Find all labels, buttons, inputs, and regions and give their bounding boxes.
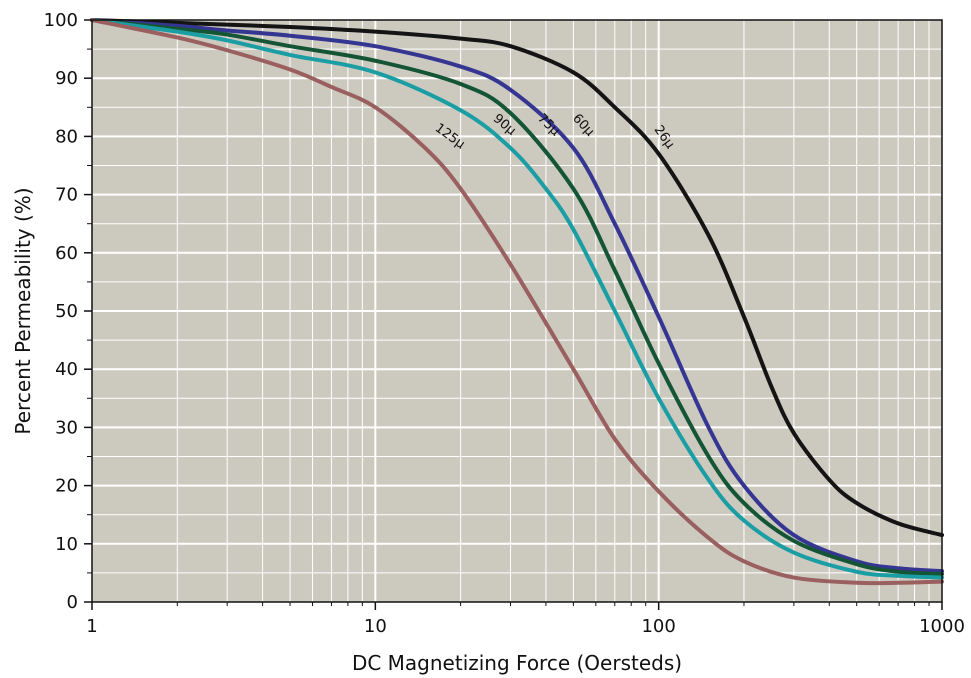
y-tick-label: 40 bbox=[55, 359, 78, 380]
y-tick-label: 80 bbox=[55, 126, 78, 147]
axis-ticks bbox=[84, 19, 943, 610]
y-axis-title: Percent Permeability (%) bbox=[11, 187, 35, 434]
series-line-90u bbox=[90, 18, 944, 580]
x-tick-label: 1000 bbox=[919, 616, 965, 637]
y-tick-label: 100 bbox=[44, 10, 78, 31]
series-line-26u bbox=[90, 18, 944, 538]
series-line-60u bbox=[90, 18, 944, 574]
y-tick-label: 90 bbox=[55, 68, 78, 89]
y-tick-label: 60 bbox=[55, 243, 78, 264]
x-axis-tick-labels: 1 10 100 1000 bbox=[86, 616, 965, 637]
y-tick-label: 10 bbox=[55, 534, 78, 555]
y-tick-label: 20 bbox=[55, 476, 78, 497]
grid-lines bbox=[92, 20, 942, 602]
x-tick-label: 100 bbox=[641, 616, 675, 637]
series-layer bbox=[90, 18, 944, 586]
y-axis-tick-labels: 0 10 20 30 40 50 60 70 80 90 100 bbox=[44, 10, 78, 613]
x-tick-label: 1 bbox=[86, 616, 97, 637]
y-tick-label: 50 bbox=[55, 301, 78, 322]
y-tick-label: 70 bbox=[55, 185, 78, 206]
y-tick-label: 0 bbox=[67, 592, 78, 613]
series-line-75u bbox=[90, 18, 944, 577]
y-tick-label: 30 bbox=[55, 417, 78, 438]
x-tick-label: 10 bbox=[364, 616, 387, 637]
x-axis-title: DC Magnetizing Force (Oersteds) bbox=[352, 651, 682, 675]
series-line-125u bbox=[90, 18, 944, 586]
